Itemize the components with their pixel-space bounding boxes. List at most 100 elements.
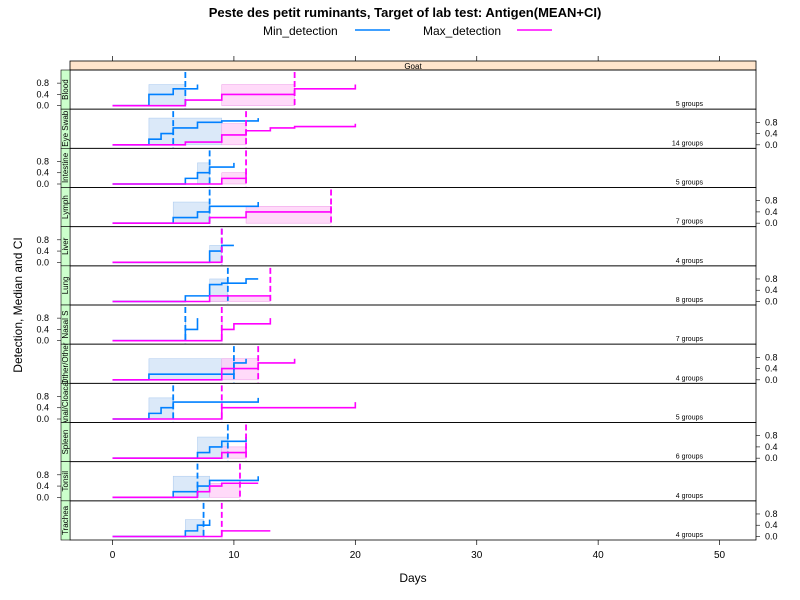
legend: Min_detection Max_detection <box>263 24 552 38</box>
ci-band-min <box>209 245 223 263</box>
x-tick-label: 10 <box>228 550 240 561</box>
groups-label: 5 groups <box>676 180 704 187</box>
y-axis-label: Detection, Median and CI <box>11 237 25 372</box>
panel-label: Blood <box>61 79 70 99</box>
y-tick-label: 0.8 <box>36 235 49 245</box>
chart-title: Peste des petit ruminants, Target of lab… <box>209 5 602 20</box>
y-tick-label: 0.8 <box>36 313 49 323</box>
y-tick-label: 0.8 <box>765 196 778 206</box>
panel-frame <box>69 147 757 188</box>
panel-2: Eye Swab 14 groups 0.00.4 0.8 <box>60 108 778 150</box>
step-line-max <box>112 172 247 185</box>
x-axis-label: Days <box>399 571 426 585</box>
y-tick-label: 0.0 <box>765 297 778 307</box>
panel-label: Lymph <box>61 195 70 219</box>
panel-label: Eye Swab <box>61 110 70 147</box>
groups-label: 4 groups <box>676 532 704 539</box>
legend-label-max: Max_detection <box>423 24 501 38</box>
panel-label: Tonsil <box>61 471 70 492</box>
legend-label-min: Min_detection <box>263 24 338 38</box>
step-line-max <box>112 295 271 303</box>
panel-10: Spleen 6 groups 0.00.40.8 <box>60 422 778 463</box>
y-tick-label: 0.4 <box>36 246 49 256</box>
y-tick-label: 0.4 <box>765 285 778 295</box>
groups-label: 4 groups <box>676 493 704 500</box>
step-line-min <box>112 162 235 185</box>
step-line-max <box>112 482 259 499</box>
y-tick-label: 0.8 <box>765 509 778 519</box>
groups-label: 8 groups <box>676 297 704 304</box>
panel-frame <box>69 422 757 463</box>
step-line-min <box>112 202 259 224</box>
panel-frame <box>69 500 757 541</box>
y-tick-label: 0.8 <box>36 391 49 401</box>
y-tick-label: 0.0 <box>765 218 778 228</box>
groups-label: 7 groups <box>676 219 704 226</box>
y-tick-label: 0.4 <box>765 207 778 217</box>
groups-label: 5 groups <box>676 101 704 108</box>
panel-frame <box>69 265 757 306</box>
panel-4: Lymph 7 groups 0.00.40.8 <box>60 187 778 228</box>
y-tick-label: 0.8 <box>765 117 778 127</box>
step-line-min <box>112 84 199 107</box>
panel-7: Nasal S 7 groups 0.0 0.40.8 <box>36 304 757 346</box>
panel-label: Intestine <box>61 152 70 183</box>
groups-label: 14 groups <box>672 140 704 147</box>
step-line-min <box>112 118 259 146</box>
y-tick-label: 0.8 <box>765 352 778 362</box>
panel-11: Tonsil 4 groups 0.00.40.8 <box>36 461 757 502</box>
x-tick-label: 50 <box>714 550 726 561</box>
y-tick-label: 0.0 <box>765 453 778 463</box>
groups-label: 4 groups <box>676 375 704 382</box>
y-tick-label: 0.8 <box>36 156 49 166</box>
x-axis: 0 10 20 30 40 50 <box>110 56 726 561</box>
y-tick-label: 0.8 <box>36 470 49 480</box>
y-tick-label: 0.0 <box>36 414 49 424</box>
y-tick-label: 0.4 <box>36 89 49 99</box>
step-line-max <box>112 84 357 107</box>
y-tick-label: 0.0 <box>765 140 778 150</box>
step-line-max <box>112 446 247 459</box>
y-tick-label: 0.0 <box>36 336 49 346</box>
y-tick-label: 0.8 <box>765 431 778 441</box>
ci-band-max <box>209 295 271 302</box>
panel-6: Lung 8 groups 0.0 0.40.8 <box>60 265 778 307</box>
panel-8: Other/Other 4 groups 0.00.4 0.8 <box>60 342 778 385</box>
y-tick-label: 0.4 <box>765 520 778 530</box>
y-tick-label: 0.4 <box>36 481 49 491</box>
x-tick-label: 0 <box>110 550 116 561</box>
y-tick-label: 0.0 <box>36 179 49 189</box>
step-line-min <box>112 397 259 420</box>
strip: Goat <box>69 60 757 71</box>
groups-label: 7 groups <box>676 336 704 343</box>
y-tick-label: 0.8 <box>765 274 778 284</box>
y-tick-label: 0.0 <box>765 375 778 385</box>
panel-label: Spleen <box>61 430 70 455</box>
panel-1: Blood 5 groups 0.0 0.40.8 <box>36 69 757 111</box>
y-tick-label: 0.8 <box>36 78 49 88</box>
y-tick-label: 0.4 <box>36 403 49 413</box>
panel-label: Other/Other <box>61 342 70 385</box>
y-tick-label: 0.4 <box>36 324 49 334</box>
y-tick-label: 0.4 <box>765 364 778 374</box>
y-tick-label: 0.0 <box>36 257 49 267</box>
y-tick-label: 0.4 <box>765 129 778 139</box>
y-tick-label: 0.4 <box>36 168 49 178</box>
panel-9: Anal/Cloacal 5 groups 0.00.4 0.8 <box>36 380 757 425</box>
groups-label: 4 groups <box>676 258 704 265</box>
ci-band-min <box>185 519 204 537</box>
x-tick-label: 40 <box>593 550 605 561</box>
step-line-max <box>112 256 223 264</box>
strip-label: Goat <box>404 62 422 71</box>
step-line-min <box>112 278 259 303</box>
y-tick-label: 0.0 <box>36 492 49 502</box>
panel-label: Trachea <box>61 505 70 535</box>
panel-3: Intestine 5 groups 0.00.4 0.8 <box>36 147 757 189</box>
step-line-min <box>112 437 247 459</box>
panel-label: Liver <box>61 237 70 255</box>
x-tick-label: 20 <box>350 550 362 561</box>
panel-frame <box>69 226 757 267</box>
step-line-max <box>112 318 272 342</box>
x-tick-label: 30 <box>471 550 483 561</box>
